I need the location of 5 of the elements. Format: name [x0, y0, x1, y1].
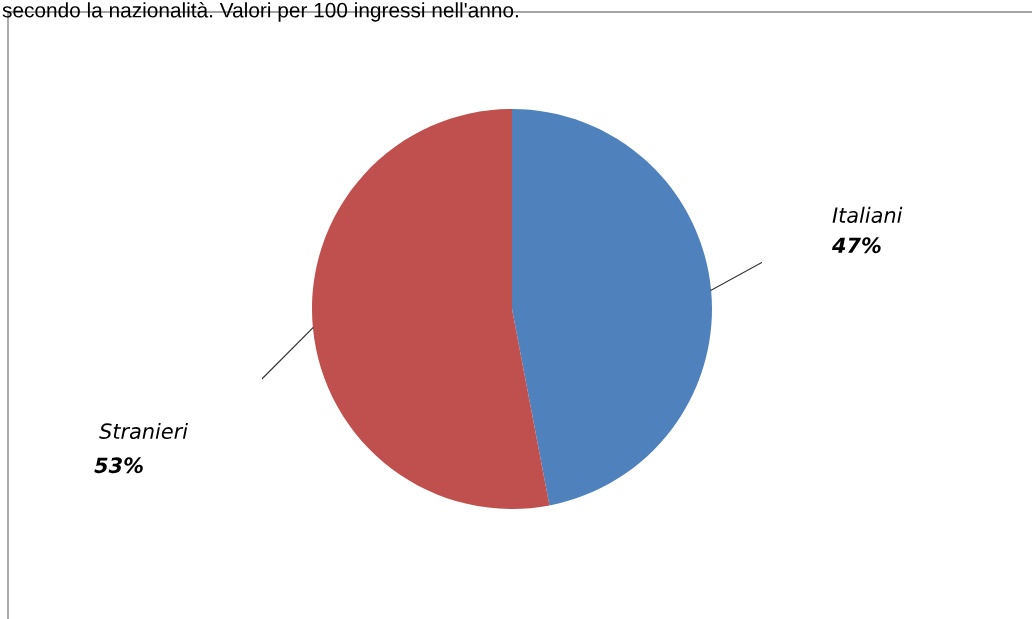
slice-label: Stranieri: [99, 422, 188, 440]
slice-label: Italiani: [832, 206, 903, 223]
data-label: 47%: [831, 237, 881, 254]
data-label: 53%: [94, 457, 143, 474]
chart-title: secondo la nazionalità. Valori per 100 ingressi nell'anno.: [2, 2, 518, 22]
